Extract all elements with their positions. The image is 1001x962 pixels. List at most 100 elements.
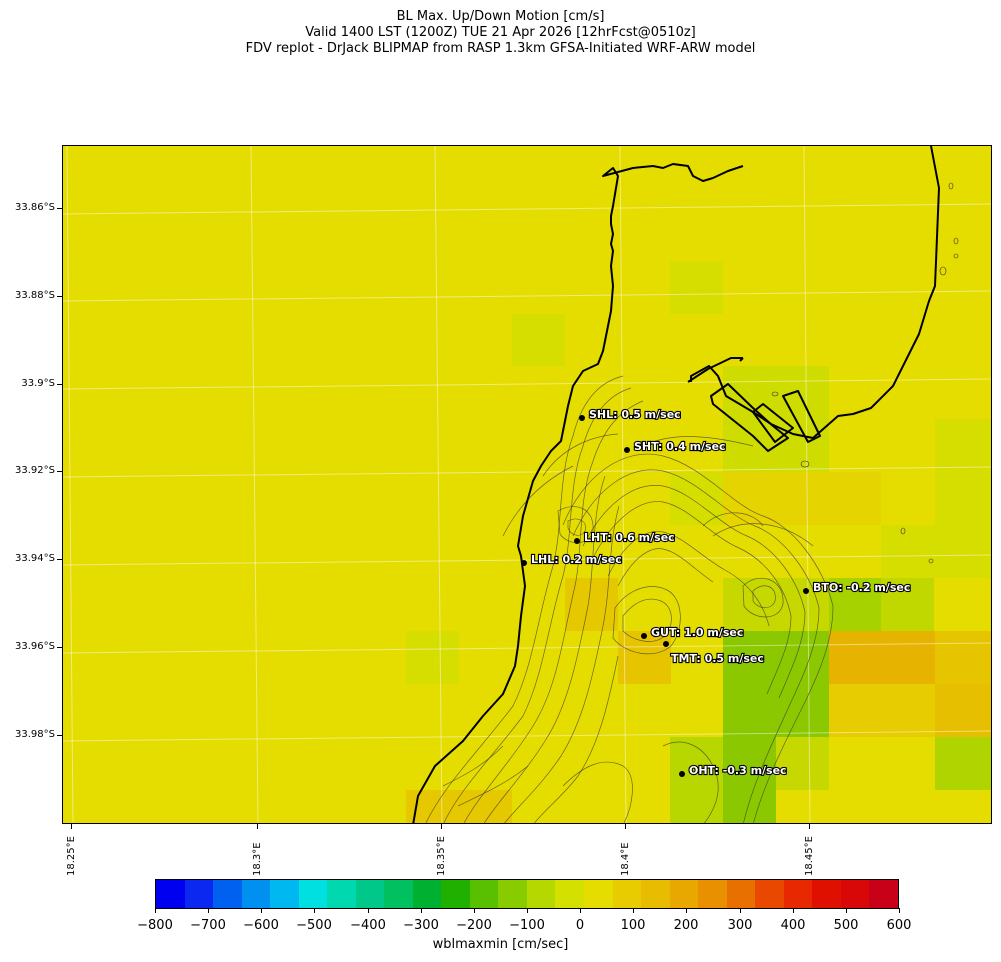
colorbar-tick-label: −200 [456,918,492,933]
colorbar-tick-mark [686,908,687,913]
lat-tick-label: 33.86°S [15,202,55,213]
colorbar-segment [498,880,527,908]
lon-tick-mark [257,824,258,829]
colorbar-segment [184,880,214,908]
colorbar-tick-label: −600 [243,918,279,933]
lat-tick-label: 33.98°S [15,729,55,740]
station-label-lhl: LHL: 0.2 m/sec [531,553,622,566]
colorbar-tick-mark [261,908,262,913]
colorbar-segment [384,880,413,908]
colorbar-tick-label: 200 [673,918,699,933]
colorbar-segment [441,880,470,908]
station-dot-bto[interactable] [803,588,809,594]
lon-tick-label: 18.3°E [252,842,263,876]
colorbar [155,879,899,909]
title-line-1: BL Max. Up/Down Motion [cm/s] [396,9,605,24]
lat-tick-mark [57,208,62,209]
title-line-2: Valid 1400 LST (1200Z) TUE 21 Apr 2026 [… [305,25,696,40]
colorbar-tick-label: 400 [780,918,806,933]
colorbar-segment [698,880,727,908]
colorbar-segment [241,880,271,908]
title-line-3: FDV replot - DrJack BLIPMAP from RASP 1.… [245,41,756,56]
colorbar-segment [412,880,442,908]
station-dot-lhl[interactable] [521,560,527,566]
colorbar-segment [755,880,784,908]
station-label-tmt: TMT: 0.5 m/sec [671,652,764,665]
terrain-contours [425,375,834,823]
lat-tick-label: 33.9°S [21,378,55,389]
colorbar-tick-mark [580,908,581,913]
colorbar-tick-mark [899,908,900,913]
station-dot-lht[interactable] [574,538,580,544]
colorbar-tick-mark [474,908,475,913]
map-canvas: SHL: 0.5 m/sec SHT: 0.4 m/sec LHT: 0.6 m/s… [63,146,991,823]
lat-tick-mark [57,384,62,385]
colorbar-tick-label: −100 [509,918,545,933]
colorbar-tick-mark [633,908,634,913]
coastline [412,146,940,823]
lon-tick-mark [809,824,810,829]
colorbar-segment [612,880,642,908]
colorbar-tick-label: 0 [575,918,585,933]
lon-tick-mark [441,824,442,829]
colorbar-segment [869,880,898,908]
lat-tick-mark [57,647,62,648]
station-dot-tmt[interactable] [663,641,669,647]
colorbar-segment [669,880,699,908]
colorbar-tick-mark [740,908,741,913]
colorbar-tick-mark [155,908,156,913]
colorbar-tick-mark [314,908,315,913]
colorbar-segment [641,880,670,908]
colorbar-segment [840,880,870,908]
lat-tick-label: 33.94°S [15,553,55,564]
colorbar-segment [270,880,299,908]
colorbar-segment [812,880,841,908]
lon-tick-label: 18.45°E [804,836,815,876]
colorbar-segment [469,880,499,908]
station-label-oht: OHT: -0.3 m/sec [689,764,787,777]
colorbar-label: wblmaxmin [cm/sec] [432,937,569,952]
colorbar-tick-mark [846,908,847,913]
lat-tick-label: 33.88°S [15,290,55,301]
lat-tick-label: 33.92°S [15,465,55,476]
colorbar-tick-label: −400 [350,918,386,933]
station-label-gut: GUT: 1.0 m/sec [651,626,743,639]
colorbar-segment [555,880,584,908]
station-label-shl: SHL: 0.5 m/sec [589,408,681,421]
colorbar-segment [583,880,613,908]
lon-tick-mark [625,824,626,829]
colorbar-tick-mark [421,908,422,913]
colorbar-tick-label: −800 [137,918,173,933]
lat-tick-mark [57,471,62,472]
colorbar-tick-label: 100 [620,918,646,933]
station-dot-gut[interactable] [641,633,647,639]
colorbar-segment [156,880,185,908]
colorbar-segment [213,880,242,908]
colorbar-tick-mark [793,908,794,913]
station-markers: SHL: 0.5 m/sec SHT: 0.4 m/sec LHT: 0.6 m/s… [521,407,911,778]
lon-tick-mark [71,824,72,829]
colorbar-segment [298,880,328,908]
map-plot-area[interactable]: SHL: 0.5 m/sec SHT: 0.4 m/sec LHT: 0.6 m/s… [62,145,992,824]
lon-tick-label: 18.4°E [620,842,631,876]
colorbar-segment [327,880,356,908]
station-dot-sht[interactable] [624,447,630,453]
station-dot-oht[interactable] [679,771,685,777]
graticule [63,146,991,823]
lat-tick-mark [57,559,62,560]
lat-tick-mark [57,296,62,297]
station-dot-shl[interactable] [579,415,585,421]
colorbar-tick-mark [527,908,528,913]
lat-tick-label: 33.96°S [15,641,55,652]
station-label-sht: SHT: 0.4 m/sec [634,440,726,453]
colorbar-segment [783,880,813,908]
colorbar-tick-mark [368,908,369,913]
colorbar-tick-label: −500 [296,918,332,933]
colorbar-segment [355,880,385,908]
station-label-lht: LHT: 0.6 m/sec [584,531,675,544]
colorbar-tick-label: −700 [190,918,226,933]
colorbar-tick-label: 600 [886,918,912,933]
field-cells [406,261,991,823]
lon-tick-label: 18.25°E [66,836,77,876]
colorbar-tick-label: 500 [833,918,859,933]
